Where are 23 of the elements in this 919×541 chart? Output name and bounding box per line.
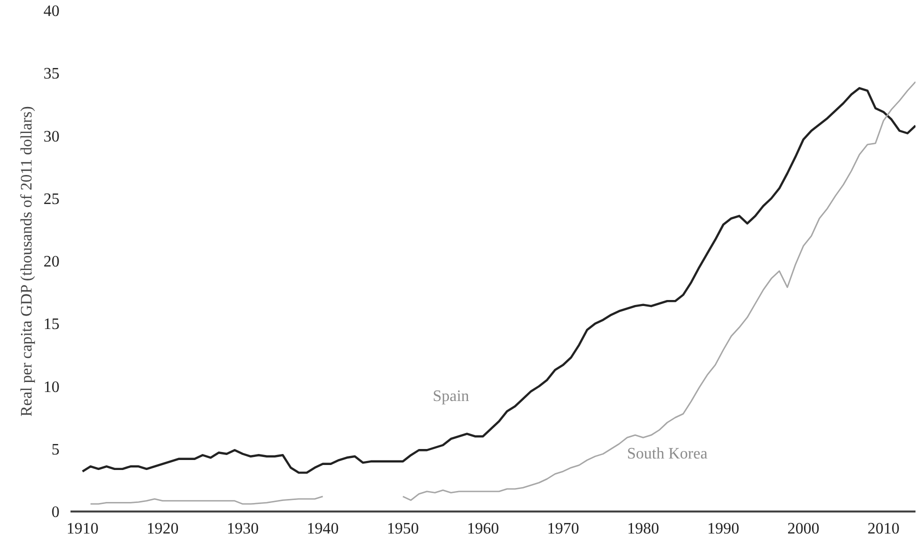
series-label: Spain xyxy=(432,388,470,405)
y-tick-label: 20 xyxy=(44,254,60,270)
series-label: South Korea xyxy=(627,445,708,462)
y-axis-title: Real per capita GDP (thousands of 2011 dollars) xyxy=(18,106,36,416)
x-tick-label: 1940 xyxy=(306,520,339,538)
y-tick-label: 40 xyxy=(44,3,60,20)
x-tick-label: 1960 xyxy=(466,520,499,538)
y-tick-label: 35 xyxy=(44,66,60,83)
y-tick-label: 15 xyxy=(44,316,60,334)
y-tick-label: 30 xyxy=(44,128,60,146)
x-tick-label: 2010 xyxy=(867,520,900,538)
x-tick-label: 1950 xyxy=(386,520,419,538)
x-tick-label: 2000 xyxy=(787,520,820,538)
x-tick-label: 1990 xyxy=(707,520,740,538)
y-tick-label: 10 xyxy=(44,378,60,396)
y-tick-label: 0 xyxy=(52,504,60,521)
x-tick-label: 1980 xyxy=(627,520,660,538)
x-tick-label: 1970 xyxy=(547,520,580,538)
x-tick-label: 1910 xyxy=(66,520,99,538)
x-tick-label: 1930 xyxy=(226,520,259,538)
x-tick-label: 1920 xyxy=(146,520,179,538)
y-tick-label: 5 xyxy=(52,441,60,458)
y-tick-label: 25 xyxy=(44,190,60,208)
